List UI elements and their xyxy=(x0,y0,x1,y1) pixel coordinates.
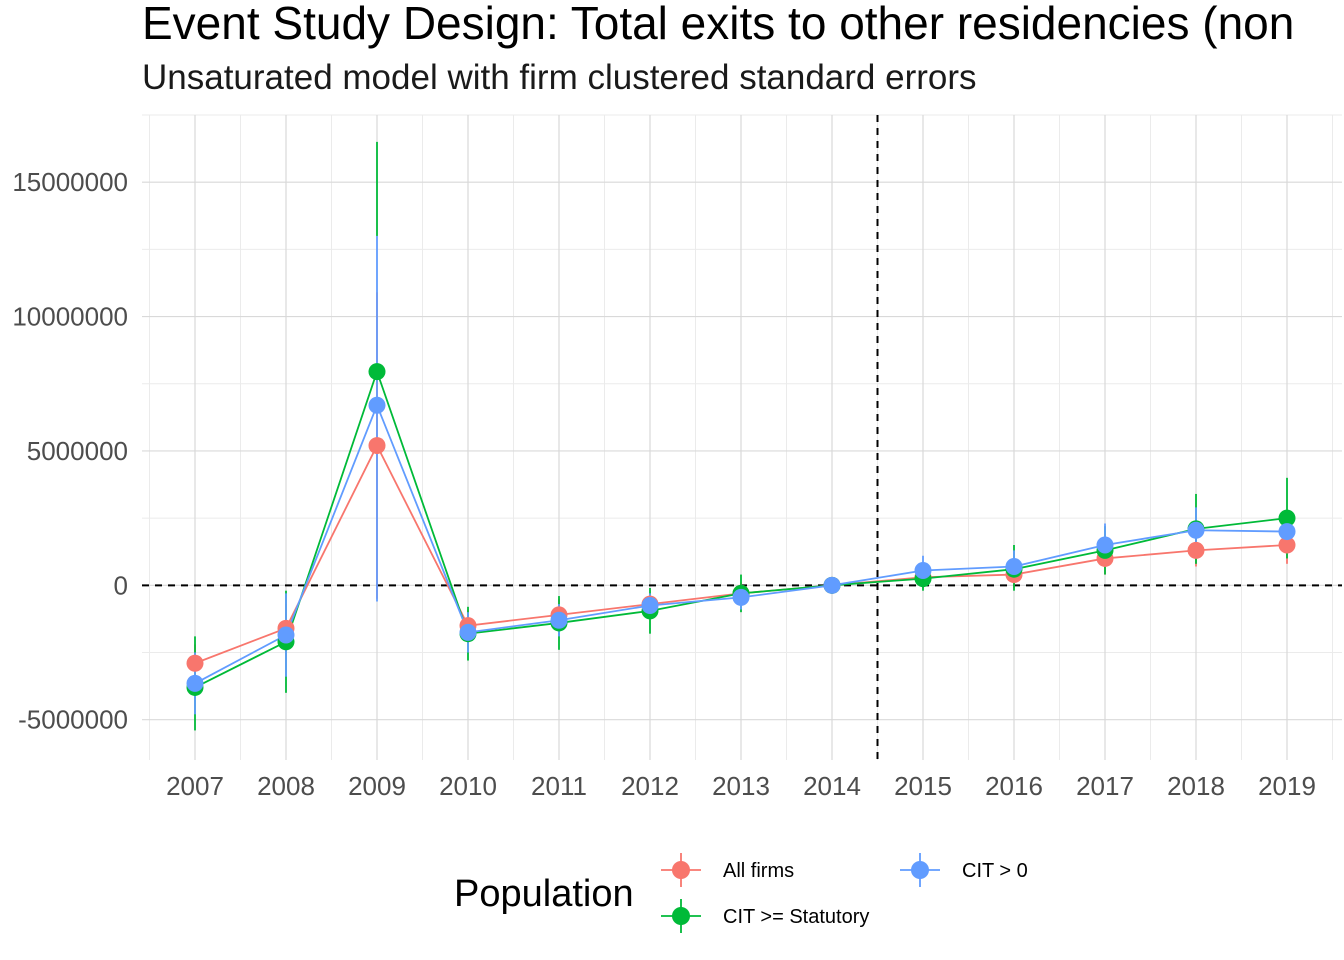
chart-title: Event Study Design: Total exits to other… xyxy=(142,0,1295,49)
legend-label: All firms xyxy=(723,860,794,882)
data-point xyxy=(1187,521,1205,539)
data-point xyxy=(459,623,477,641)
data-point xyxy=(1005,558,1023,575)
x-tick-label: 2016 xyxy=(985,771,1043,801)
data-point xyxy=(277,626,295,644)
data-point xyxy=(1096,536,1114,554)
legend-label: CIT >= Statutory xyxy=(723,906,869,928)
legend-entry: All firms xyxy=(661,853,794,887)
data-point xyxy=(732,588,750,606)
x-tick-label: 2009 xyxy=(348,771,406,801)
data-point xyxy=(1278,509,1296,527)
x-tick-label: 2010 xyxy=(439,771,497,801)
data-point xyxy=(823,576,841,594)
x-tick-label: 2018 xyxy=(1167,771,1225,801)
x-axis: 2007 2008 2009 2010 2011 2012 2013 2014 2015 2016… xyxy=(166,771,1316,801)
x-tick-label: 2007 xyxy=(166,771,224,801)
data-point xyxy=(1278,523,1296,541)
x-tick-label: 2015 xyxy=(894,771,952,801)
legend-key-point xyxy=(672,907,690,925)
data-point xyxy=(914,562,932,580)
y-tick-label: 0 xyxy=(114,570,128,600)
x-tick-label: 2017 xyxy=(1076,771,1134,801)
data-point xyxy=(186,674,204,692)
chart-subtitle: Unsaturated model with firm clustered st… xyxy=(142,58,977,97)
x-tick-label: 2008 xyxy=(257,771,315,801)
data-point xyxy=(186,654,204,672)
legend-entry: CIT > 0 xyxy=(900,853,1028,887)
legend-title: Population xyxy=(454,873,634,915)
legend-label: CIT > 0 xyxy=(962,860,1028,882)
x-tick-label: 2013 xyxy=(712,771,770,801)
data-point xyxy=(368,437,386,455)
legend-key-point xyxy=(672,861,690,879)
data-point xyxy=(1187,541,1205,559)
x-tick-label: 2011 xyxy=(531,771,587,801)
major-gridlines xyxy=(142,115,1342,760)
legend-entry: CIT >= Statutory xyxy=(661,899,869,933)
legend-key-point xyxy=(911,861,929,879)
legend: Population All firms CIT >= Statutory CIT … xyxy=(454,853,1028,933)
y-tick-label: 15000000 xyxy=(12,167,128,197)
data-points xyxy=(186,363,1296,696)
x-tick-label: 2019 xyxy=(1258,771,1316,801)
data-point xyxy=(641,596,659,614)
data-point xyxy=(368,396,386,414)
x-tick-label: 2014 xyxy=(803,771,861,801)
data-point xyxy=(1278,536,1296,554)
y-tick-label: -5000000 xyxy=(18,705,128,735)
y-tick-label: 5000000 xyxy=(27,436,128,466)
y-axis: -5000000 0 5000000 10000000 15000000 xyxy=(12,167,128,735)
data-point xyxy=(550,611,568,629)
reference-lines xyxy=(142,115,1342,760)
data-point xyxy=(368,363,386,381)
minor-gridlines xyxy=(142,114,1342,760)
x-tick-label: 2012 xyxy=(621,771,679,801)
y-tick-label: 10000000 xyxy=(12,302,128,332)
